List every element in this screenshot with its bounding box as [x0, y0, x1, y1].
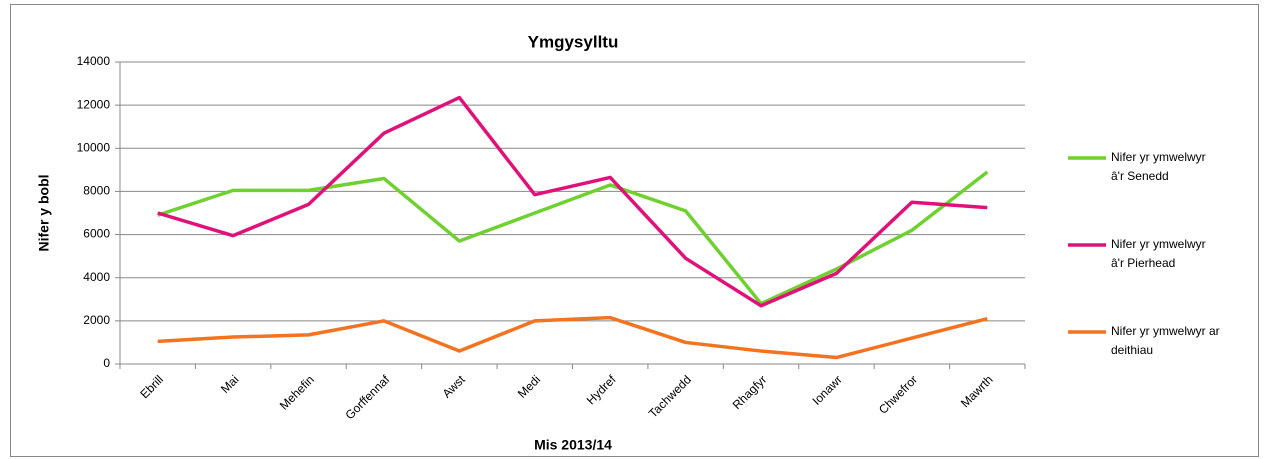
legend-label: Nifer yr ymwelwyr â'r Pierhead [1111, 237, 1206, 270]
y-tick-label: 6000 [83, 227, 110, 241]
series-line [157, 95, 988, 308]
chart-border [10, 4, 1259, 457]
y-axis-title: Nifer y bobl [36, 174, 52, 251]
y-tick-label: 8000 [83, 184, 110, 198]
chart-title: Ymgysylltu [528, 32, 619, 51]
y-tick-label: 0 [103, 356, 110, 370]
series-line [157, 315, 988, 360]
y-tick-label: 10000 [77, 140, 111, 154]
y-tick-label: 14000 [77, 54, 111, 68]
y-tick-label: 12000 [77, 97, 111, 111]
legend-label: Nifer yr ymwelwyr ar deithiau [1111, 324, 1220, 357]
legend-label: Nifer yr ymwelwyr â'r Senedd [1111, 150, 1206, 183]
y-tick-label: 4000 [83, 270, 110, 284]
x-axis-title: Mis 2013/14 [534, 437, 612, 453]
y-tick-label: 2000 [83, 313, 110, 327]
